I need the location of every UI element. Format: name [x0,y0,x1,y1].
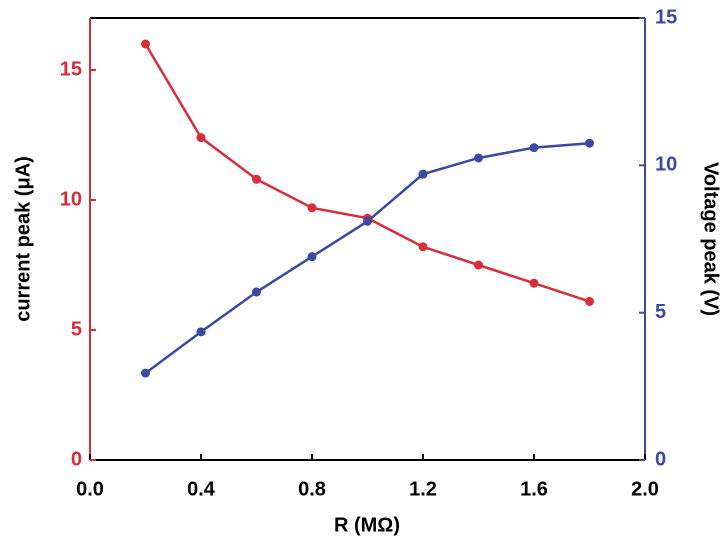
data-point [141,368,150,378]
data-point [307,252,317,262]
data-point [196,133,206,143]
series-line [144,141,590,375]
data-point [585,138,594,148]
x-tick-label: 1.6 [520,478,548,500]
data-point [196,327,206,337]
y-axis-title: current peak (μA) [12,156,34,322]
x-tick-label: 0.0 [76,478,104,500]
y-tick-label: 0 [71,448,82,470]
x-tick-label: 0.8 [298,478,326,500]
data-point [252,287,261,297]
data-point [585,296,594,306]
data-point [474,260,483,270]
x-tick-label: 1.2 [409,478,437,500]
data-point [474,153,483,163]
series-line [144,43,590,303]
data-point [141,39,150,49]
data-point [363,216,372,226]
x-axis-title: R (MΩ) [334,514,400,536]
data-point [418,169,428,179]
y-tick-label: 5 [71,318,82,340]
x-tick-label: 0.4 [187,478,216,500]
data-point [252,174,261,184]
data-point [307,203,317,213]
y2-tick-label: 5 [655,301,666,323]
y2-axis-title: Voltage peak (V) [700,162,722,316]
y2-tick-label: 15 [655,6,677,28]
y2-tick-label: 0 [655,448,666,470]
y2-tick-label: 10 [655,154,677,176]
x-tick-label: 2.0 [631,478,659,500]
data-point [529,143,539,153]
data-point [529,278,539,288]
data-point [418,242,428,252]
y-tick-label: 15 [60,58,82,80]
y-tick-label: 10 [60,188,82,210]
